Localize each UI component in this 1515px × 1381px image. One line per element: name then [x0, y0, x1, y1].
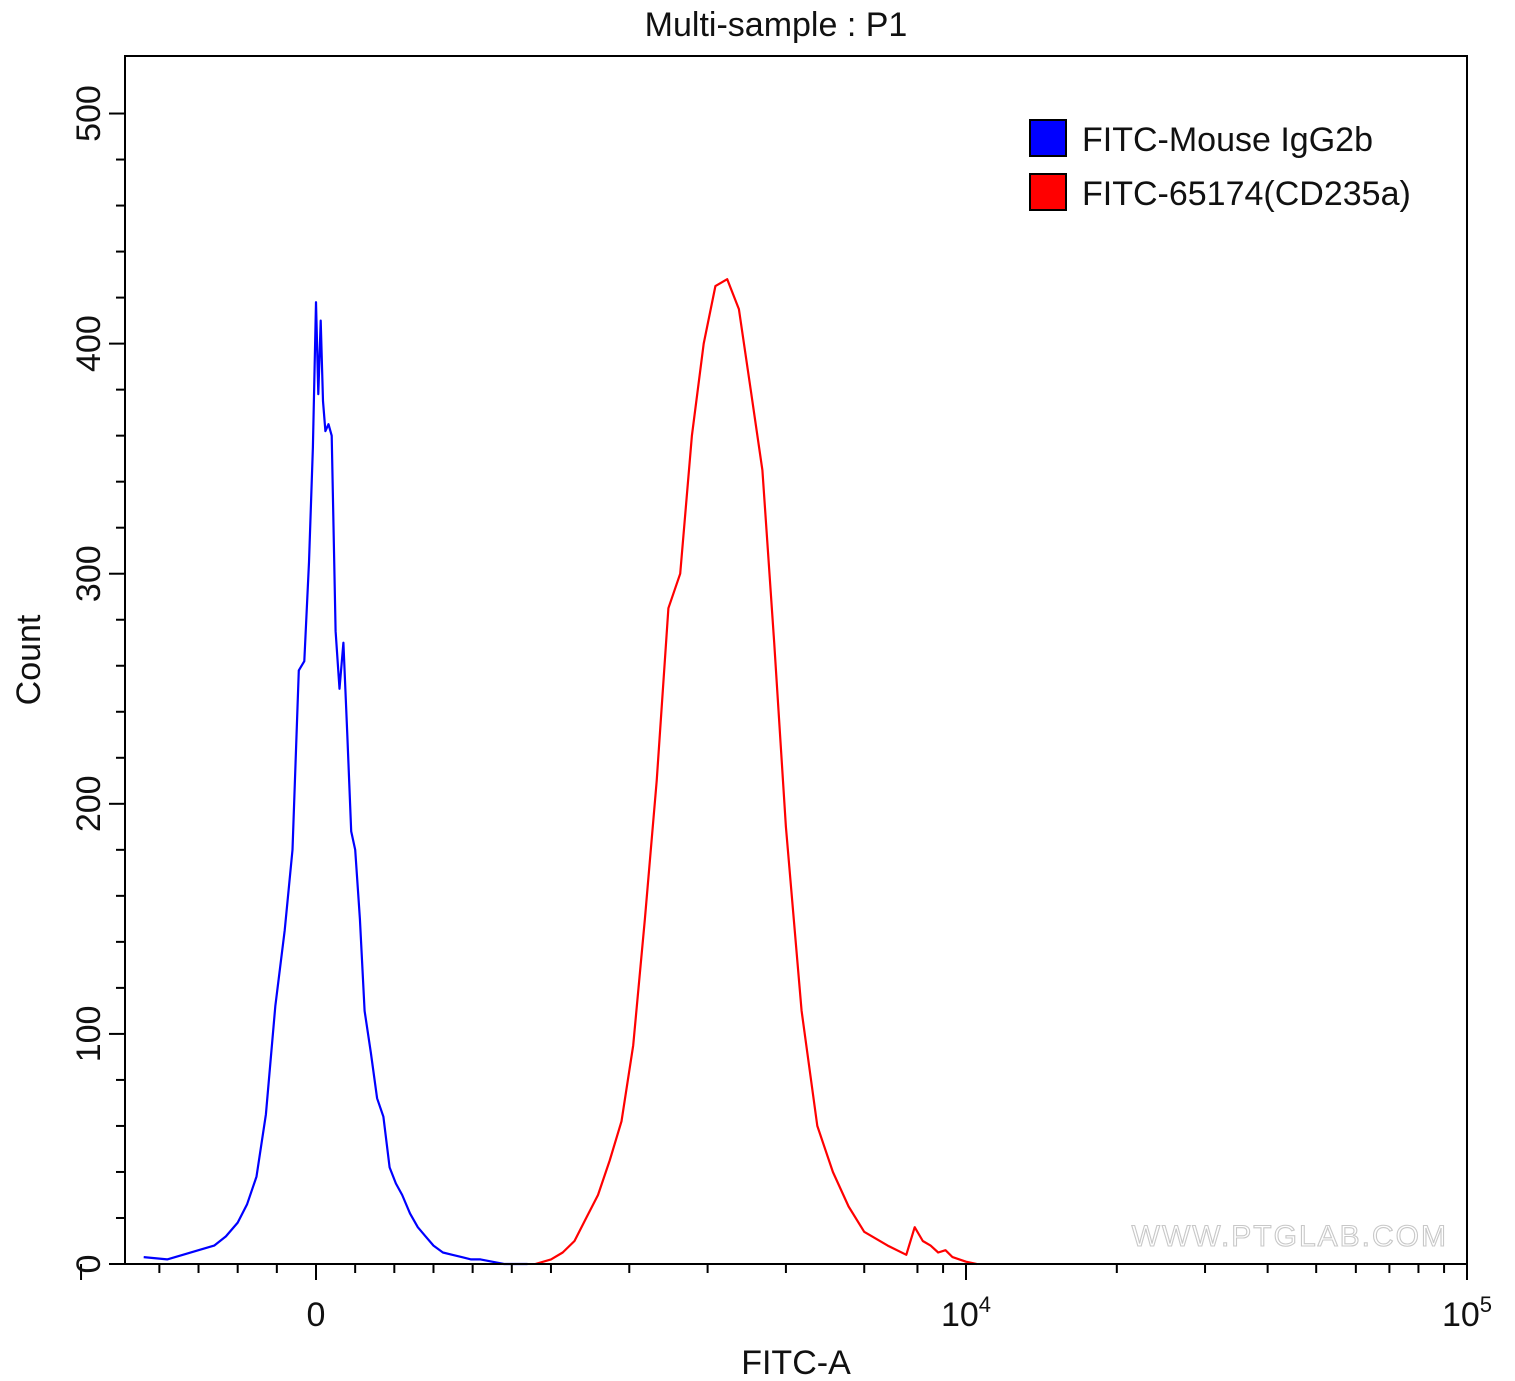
x-axis: 0 104 105 — [80, 1264, 1492, 1334]
legend-swatch-2 — [1029, 173, 1067, 211]
series-line-1 — [143, 301, 528, 1266]
y-tick-label: 500 — [70, 85, 108, 142]
chart-title: Multi-sample : P1 — [645, 6, 908, 44]
watermark-text: WWW.PTGLAB.COM — [1132, 1220, 1448, 1253]
y-tick-label: 200 — [70, 775, 108, 832]
x-axis-label: FITC-A — [741, 1344, 851, 1381]
plot-frame — [124, 55, 1468, 1265]
series-line-2 — [534, 278, 977, 1266]
legend-swatch-1 — [1029, 119, 1067, 157]
legend-label-1: FITC-Mouse IgG2b — [1082, 121, 1373, 159]
x-tick-label: 0 — [307, 1296, 326, 1334]
y-tick-label: 300 — [70, 545, 108, 602]
y-tick-label: 400 — [70, 315, 108, 372]
y-tick-label: 100 — [70, 1006, 108, 1063]
legend: FITC-Mouse IgG2b FITC-65174(CD235a) — [1029, 119, 1411, 213]
x-tick-label: 104 — [941, 1292, 991, 1334]
x-tick-label: 105 — [1442, 1292, 1492, 1334]
y-tick-label: 0 — [70, 1255, 108, 1274]
series-group — [143, 278, 977, 1266]
y-axis: 0 100 200 300 400 500 — [70, 85, 125, 1273]
legend-label-2: FITC-65174(CD235a) — [1082, 175, 1411, 213]
y-axis-label: Count — [10, 614, 48, 705]
